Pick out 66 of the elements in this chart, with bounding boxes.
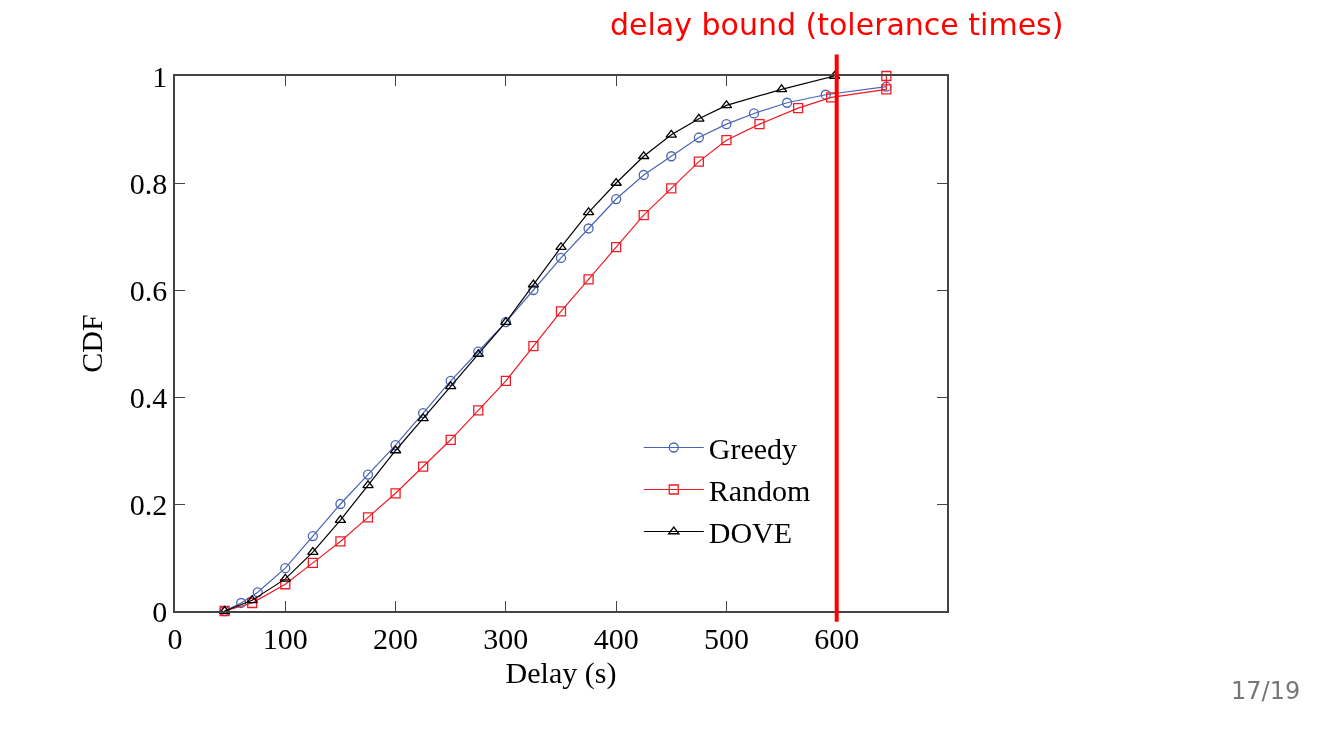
point xyxy=(236,597,247,609)
point xyxy=(881,70,892,82)
point xyxy=(362,480,374,489)
point xyxy=(247,597,258,609)
x-tick-label: 300 xyxy=(483,621,529,655)
legend-label: Greedy xyxy=(708,432,798,466)
point xyxy=(666,183,677,194)
point xyxy=(417,413,429,422)
point xyxy=(528,284,539,296)
point xyxy=(280,563,291,574)
ref-line-label: delay bound (tolerance times) xyxy=(610,7,1064,42)
point xyxy=(362,469,374,480)
point xyxy=(583,223,594,234)
point xyxy=(693,113,705,122)
point xyxy=(638,209,649,221)
point xyxy=(693,156,705,167)
point xyxy=(500,375,512,387)
point xyxy=(666,151,677,162)
point xyxy=(693,132,705,143)
y-tick-label: 0 xyxy=(152,594,168,628)
y-tick-label: 1 xyxy=(152,59,168,93)
x-tick-label: 100 xyxy=(262,621,308,655)
point xyxy=(390,488,401,499)
x-tick-label: 600 xyxy=(814,621,860,655)
point xyxy=(417,407,429,419)
y-axis-title: CDF xyxy=(75,314,109,373)
point xyxy=(335,536,346,547)
point xyxy=(280,579,291,590)
point xyxy=(792,102,804,114)
x-tick-label: 500 xyxy=(703,621,749,655)
point xyxy=(252,587,263,598)
point xyxy=(307,547,319,556)
point xyxy=(555,252,567,264)
legend-label: DOVE xyxy=(708,516,793,550)
point xyxy=(610,177,622,186)
point xyxy=(820,89,831,100)
point xyxy=(610,242,622,253)
y-tick-label: 0.6 xyxy=(129,273,168,307)
x-tick-label: 400 xyxy=(593,621,639,655)
point xyxy=(362,512,374,523)
point xyxy=(721,119,732,130)
point xyxy=(555,242,567,251)
point xyxy=(335,498,346,510)
y-tick-label: 0.8 xyxy=(129,166,168,200)
point xyxy=(528,341,539,352)
point xyxy=(307,557,319,568)
point xyxy=(390,440,401,451)
point xyxy=(417,461,429,472)
text: 17/19 xyxy=(1231,677,1301,705)
point xyxy=(721,135,732,146)
y-tick-label: 0.2 xyxy=(129,487,168,521)
legend-label: Random xyxy=(708,474,811,508)
point xyxy=(638,169,649,181)
point xyxy=(754,119,765,130)
point xyxy=(583,274,594,285)
point xyxy=(307,530,319,542)
point xyxy=(781,97,793,108)
y-tick-label: 0.4 xyxy=(129,380,168,414)
point xyxy=(445,375,456,387)
point xyxy=(555,306,567,317)
point xyxy=(610,193,622,205)
x-tick-label: 200 xyxy=(373,621,419,655)
x-axis-title: Delay (s) xyxy=(505,655,617,690)
point xyxy=(473,405,484,416)
point xyxy=(748,108,760,119)
point xyxy=(445,434,456,445)
